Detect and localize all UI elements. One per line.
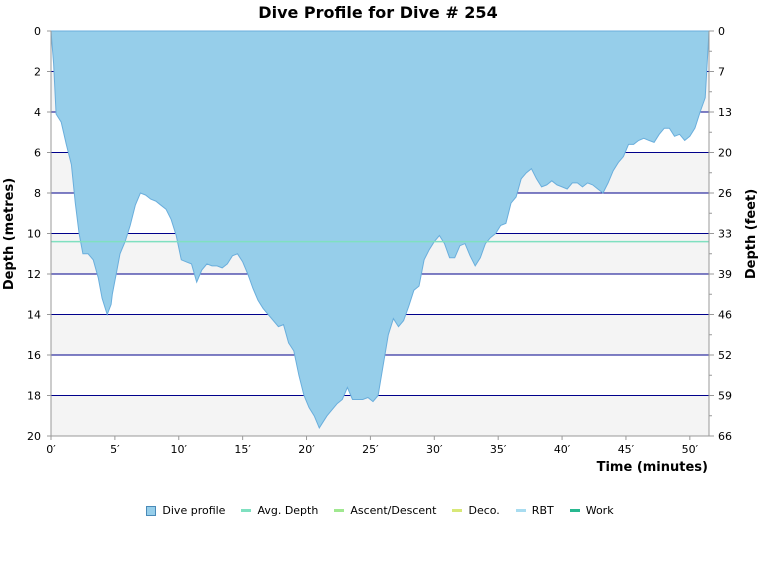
grid-band — [51, 395, 709, 436]
legend-swatch-avg-depth — [241, 509, 252, 512]
y-right-tick-label: 26 — [718, 187, 732, 200]
x-tick-label: 30′ — [426, 443, 443, 456]
y-right-tick-label: 33 — [718, 228, 732, 241]
y-left-axis-ticks: 0 2 4 6 8 10 12 14 16 18 20 — [27, 25, 51, 443]
legend-label-rbt: RBT — [531, 504, 554, 517]
x-tick-label: 50′ — [682, 443, 699, 456]
y-right-axis-label: Depth (feet) — [744, 189, 759, 279]
legend-swatch-ascent-descent — [334, 509, 345, 512]
legend-item-deco: Deco. — [452, 504, 500, 517]
chart-title: Dive Profile for Dive # 254 — [258, 3, 497, 22]
legend-swatch-rbt — [515, 509, 526, 512]
x-tick-label: 25′ — [362, 443, 379, 456]
y-left-tick-label: 6 — [34, 147, 41, 160]
legend-swatch-deco — [452, 509, 463, 512]
y-right-axis-ticks: 0 7 13 20 26 33 39 46 52 59 66 — [709, 25, 732, 443]
y-left-tick-label: 8 — [34, 187, 41, 200]
y-left-tick-label: 0 — [34, 25, 41, 38]
y-right-tick-label: 59 — [718, 390, 732, 403]
y-right-tick-label: 0 — [718, 25, 725, 38]
y-left-tick-label: 12 — [27, 268, 41, 281]
legend-label-ascent-descent: Ascent/Descent — [350, 504, 437, 517]
y-right-tick-label: 46 — [718, 309, 732, 322]
dive-profile-area — [50, 30, 710, 429]
y-left-tick-label: 14 — [27, 309, 41, 322]
legend-item-rbt: RBT — [515, 504, 554, 517]
x-tick-label: 40′ — [554, 443, 571, 456]
y-left-tick-label: 4 — [34, 106, 41, 119]
profile-area — [50, 30, 710, 429]
y-right-tick-label: 7 — [718, 66, 725, 79]
y-right-tick-label: 66 — [718, 430, 732, 443]
x-tick-label: 10′ — [171, 443, 188, 456]
legend: Dive profile Avg. Depth Ascent/Descent D… — [0, 504, 760, 517]
legend-label-avg-depth: Avg. Depth — [257, 504, 319, 517]
x-tick-label: 5′ — [110, 443, 120, 456]
y-right-tick-label: 20 — [718, 147, 732, 160]
x-tick-label: 45′ — [618, 443, 635, 456]
x-tick-label: 0′ — [46, 443, 56, 456]
legend-item-ascent-descent: Ascent/Descent — [334, 504, 436, 517]
x-axis-label: Time (minutes) — [597, 460, 708, 475]
legend-item-dive-profile: Dive profile — [146, 504, 225, 517]
y-left-tick-label: 18 — [27, 390, 41, 403]
y-right-tick-label: 39 — [718, 268, 732, 281]
y-left-tick-label: 16 — [27, 349, 41, 362]
y-left-tick-label: 20 — [27, 430, 41, 443]
x-tick-label: 15′ — [234, 443, 251, 456]
legend-swatch-dive-profile — [146, 505, 157, 516]
legend-item-avg-depth: Avg. Depth — [241, 504, 318, 517]
y-right-tick-label: 13 — [718, 106, 732, 119]
legend-label-deco: Deco. — [468, 504, 500, 517]
y-right-tick-label: 52 — [718, 349, 732, 362]
x-axis-ticks: 0′ 5′ 10′ 15′ 20′ 25′ 30′ 35′ 40′ 45′ 50′ — [46, 436, 699, 456]
legend-label-dive-profile: Dive profile — [162, 504, 226, 517]
y-left-tick-label: 2 — [34, 66, 41, 79]
y-left-axis-label: Depth (metres) — [2, 178, 17, 290]
legend-label-work: Work — [585, 504, 614, 517]
x-tick-label: 20′ — [298, 443, 315, 456]
y-left-tick-label: 10 — [27, 228, 41, 241]
x-tick-label: 35′ — [490, 443, 507, 456]
legend-swatch-work — [569, 509, 580, 512]
legend-item-work: Work — [569, 504, 614, 517]
